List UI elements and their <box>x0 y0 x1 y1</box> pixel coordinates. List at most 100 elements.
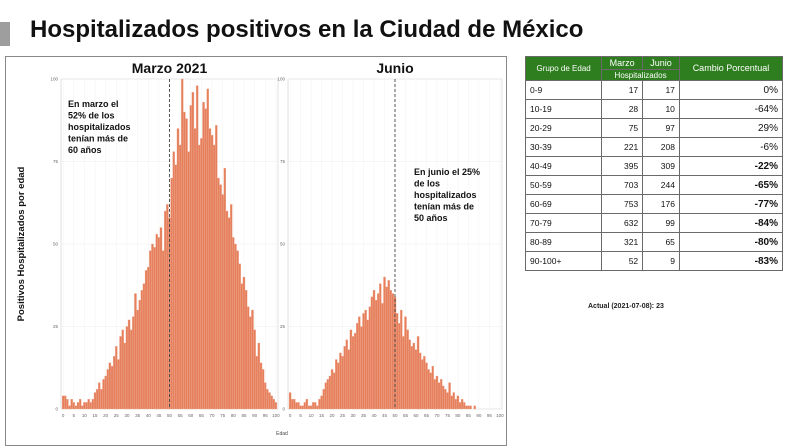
cell-cambio: -6% <box>678 137 784 157</box>
histogram-bar <box>360 326 363 410</box>
histogram-bar <box>450 395 453 410</box>
histogram-bar <box>322 389 325 410</box>
histogram-bar <box>242 276 246 410</box>
table-row: 70-79 632 99 -84% <box>524 213 784 233</box>
histogram-bar <box>454 398 458 410</box>
cell-cambio: -80% <box>678 232 784 252</box>
y-axis-label: Positivos Hospitalizados por edad <box>16 166 27 321</box>
table-row: 60-69 753 176 -77% <box>524 194 784 214</box>
cell-cambio: 29% <box>678 118 784 138</box>
histogram-bar <box>347 349 351 410</box>
histogram-bar <box>439 379 443 410</box>
histogram-bar <box>448 382 451 410</box>
histogram-bar <box>95 389 99 410</box>
histogram-bar <box>72 402 75 410</box>
histogram-bar <box>149 250 152 410</box>
histogram-bar <box>458 402 462 410</box>
histogram-bar <box>421 359 424 410</box>
histogram-bar <box>341 356 344 410</box>
histogram-bar <box>343 346 346 410</box>
histogram-bar <box>257 342 261 410</box>
histogram-bar <box>339 352 342 410</box>
cell-junio: 65 <box>642 232 680 252</box>
x-tick-label: 50 <box>392 413 398 418</box>
col-subheader-hospitalizados: Hospitalizados <box>601 69 680 81</box>
histogram-bar <box>465 405 468 410</box>
cell-cambio: -64% <box>678 99 784 119</box>
x-tick-label: 55 <box>403 413 409 418</box>
histogram-bar <box>437 382 441 410</box>
table-row: 80-89 321 65 -80% <box>524 232 784 252</box>
histogram-bar <box>195 85 199 410</box>
histogram-bar <box>89 402 92 410</box>
histogram-bar <box>404 316 407 410</box>
histogram-bar <box>159 227 163 410</box>
cell-junio: 17 <box>642 80 680 100</box>
cell-marzo: 321 <box>601 232 644 252</box>
histogram-bar <box>68 405 71 410</box>
y-tick-label: 50 <box>53 242 59 247</box>
x-tick-label: 0 <box>289 413 292 418</box>
histogram-bar <box>85 402 88 410</box>
histogram-bar <box>270 395 273 410</box>
panel-annotation: tenían más de <box>414 202 474 212</box>
histogram-bar <box>429 372 432 410</box>
histogram-bar <box>247 306 250 410</box>
histogram-bar <box>351 336 355 410</box>
histogram-bar <box>395 313 399 410</box>
histogram-bar <box>238 263 241 410</box>
cell-cambio: -65% <box>678 175 784 195</box>
histogram-bar <box>332 372 336 410</box>
histogram-bar <box>227 217 231 410</box>
histogram-bar <box>78 398 82 410</box>
histogram-bar <box>251 309 254 410</box>
histogram-bar <box>406 329 409 410</box>
histogram-bar <box>191 92 195 410</box>
x-tick-label: 40 <box>146 413 152 418</box>
histogram-bar <box>100 389 103 410</box>
cell-junio: 9 <box>642 251 680 271</box>
histogram-bar <box>469 405 472 410</box>
histogram-bar <box>393 296 397 410</box>
x-tick-label: 95 <box>487 413 493 418</box>
histogram-bar <box>187 151 190 410</box>
x-tick-label: 45 <box>156 413 162 418</box>
panel-annotation: hospitalizados <box>414 190 477 200</box>
cell-junio: 10 <box>642 99 680 119</box>
histogram-bar <box>108 362 112 410</box>
histogram-bar <box>215 125 218 410</box>
histogram-bar <box>456 395 460 410</box>
y-tick-label: 100 <box>50 77 58 82</box>
histogram-bar <box>240 283 244 410</box>
histogram-bar <box>290 398 294 410</box>
cell-cambio: -83% <box>678 251 784 271</box>
histogram-bar <box>253 329 256 410</box>
histogram-bar <box>383 276 386 410</box>
histogram-bar <box>301 405 304 410</box>
histogram-bar <box>460 398 464 410</box>
x-tick-label: 65 <box>424 413 430 418</box>
x-tick-label: 80 <box>455 413 461 418</box>
histogram-bar <box>132 316 135 410</box>
cell-marzo: 28 <box>601 99 644 119</box>
histogram-bar <box>134 293 137 410</box>
x-tick-label: 15 <box>319 413 325 418</box>
cell-marzo: 632 <box>601 213 644 233</box>
histogram-bar <box>66 398 69 410</box>
cell-marzo: 17 <box>601 80 644 100</box>
page-title: Hospitalizados positivos en la Ciudad de… <box>30 16 584 43</box>
title-accent-bar <box>0 22 10 46</box>
histogram-bar <box>170 177 173 410</box>
histogram-bar <box>155 233 158 410</box>
histogram-bar <box>172 151 175 410</box>
x-axis-label: Edad <box>276 431 288 437</box>
histogram-bar <box>368 306 372 410</box>
x-tick-label: 35 <box>361 413 367 418</box>
histogram-bar <box>400 309 403 410</box>
histogram-bar <box>202 101 205 410</box>
histogram-bar <box>136 309 139 410</box>
panel-annotation: 52% de los <box>68 111 115 121</box>
histogram-bar <box>328 375 332 410</box>
histogram-bar <box>161 250 165 410</box>
